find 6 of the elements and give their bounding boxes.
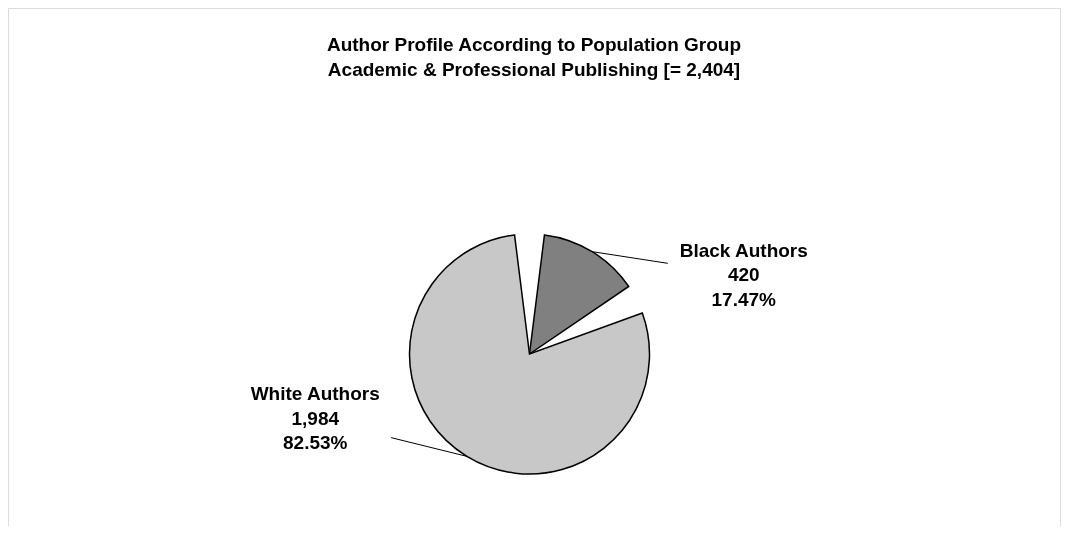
data-label: 1,984 82.53% — [283, 407, 348, 454]
data-label: 420 17.47% — [711, 264, 777, 310]
chart-title: Author Profile According to Population Group — [326, 34, 742, 55]
chart-subtitle: Academic & Professional Publishing [= 2,404] — [327, 59, 741, 80]
slice-label: Black Authors — [679, 239, 808, 261]
slice-label: White Authors — [250, 383, 380, 405]
